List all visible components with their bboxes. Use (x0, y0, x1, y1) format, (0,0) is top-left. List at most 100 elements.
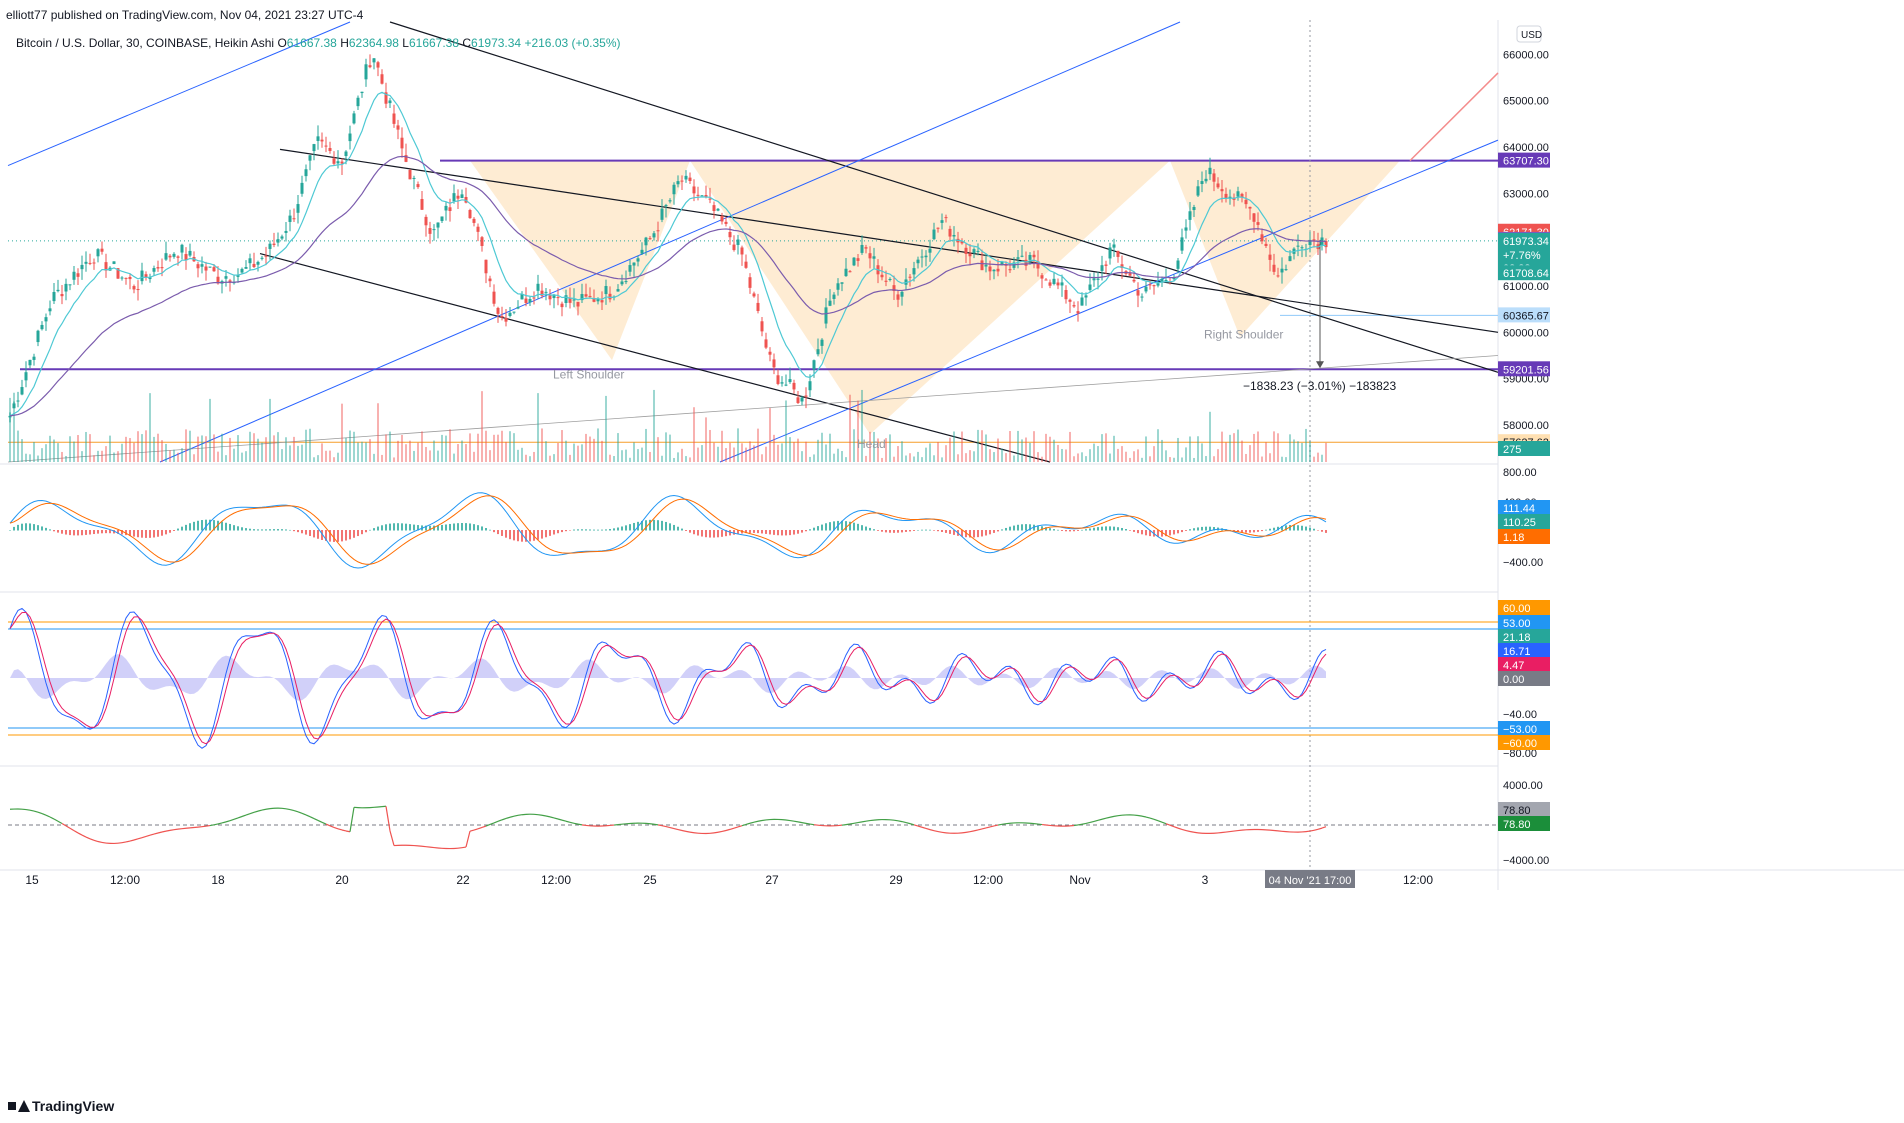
flow-line-segment (202, 826, 206, 827)
candle-body (501, 316, 504, 317)
macd-histogram-bar (305, 530, 307, 535)
volume-bar (649, 452, 651, 462)
macd-histogram-bar (865, 527, 867, 531)
candle-body (669, 200, 672, 201)
candle-body (769, 352, 772, 355)
macd-histogram-bar (789, 530, 791, 535)
volume-bar (805, 442, 807, 462)
macd-histogram-bar (713, 530, 715, 538)
macd-histogram-bar (545, 530, 547, 537)
flow-line-segment (654, 824, 658, 825)
candle-body (1053, 279, 1056, 284)
macd-histogram-bar (793, 530, 795, 535)
volume-bar (205, 436, 207, 462)
macd-histogram-bar (1201, 527, 1203, 531)
volume-bar (913, 456, 915, 462)
macd-histogram-bar (1273, 528, 1275, 531)
candle-body (925, 256, 928, 258)
macd-histogram-bar (761, 530, 763, 533)
candle-body (717, 209, 720, 211)
candle-body (389, 100, 392, 103)
volume-bar (581, 444, 583, 462)
flow-line-segment (850, 823, 854, 824)
tradingview-brand[interactable]: TradingView (8, 1098, 114, 1114)
candle-body (481, 237, 484, 246)
volume-bar (221, 434, 223, 462)
volume-bar (681, 449, 683, 462)
volume-bar (1313, 457, 1315, 462)
candle-body (489, 279, 492, 282)
macd-histogram-bar (937, 530, 939, 531)
volume-bar (117, 451, 119, 462)
candle-body (425, 217, 428, 225)
flow-line-segment (538, 815, 542, 816)
macd-histogram-bar (1077, 530, 1079, 531)
macd-histogram-bar (589, 529, 591, 530)
volume-bar (381, 455, 383, 462)
macd-histogram-bar (549, 530, 551, 536)
candle-body (861, 245, 864, 253)
macd-tick-label: 800.00 (1503, 467, 1537, 479)
volume-bar (585, 434, 587, 462)
volume-bar (1045, 434, 1047, 462)
flow-line-segment (542, 815, 546, 816)
volume-bar (897, 446, 899, 462)
volume-bar (489, 450, 491, 462)
candle-body (601, 300, 604, 302)
volume-bar (525, 455, 527, 462)
volume-bar (85, 432, 87, 462)
candle-body (949, 229, 952, 237)
volume-bar (1157, 429, 1159, 462)
candle-body (337, 161, 340, 163)
macd-histogram-bar (357, 530, 359, 536)
macd-histogram-bar (889, 530, 891, 533)
volume-bar (229, 438, 231, 462)
macd-histogram-bar (501, 530, 503, 536)
macd-histogram-bar (885, 530, 887, 532)
volume-bar (673, 458, 675, 462)
macd-histogram-bar (1141, 530, 1143, 534)
candle-body (381, 74, 384, 83)
candle-body (545, 292, 548, 293)
macd-histogram-bar (141, 530, 143, 538)
volume-bar (553, 454, 555, 462)
macd-histogram-bar (385, 524, 387, 530)
candle-body (429, 228, 432, 234)
macd-histogram-bar (1325, 530, 1327, 533)
volume-bar (65, 456, 67, 462)
volume-bar (573, 444, 575, 462)
macd-histogram-bar (561, 530, 563, 532)
candle-body (673, 185, 676, 194)
volume-bar (493, 435, 495, 462)
macd-histogram-bar (409, 524, 411, 530)
macd-histogram-bar (1185, 530, 1187, 531)
macd-histogram-bar (1301, 526, 1303, 531)
flow-line-segment (846, 824, 850, 825)
candle-body (1273, 265, 1276, 272)
candle-body (609, 294, 612, 300)
volume-bar (813, 454, 815, 462)
flow-line-segment (806, 823, 810, 824)
candle-body (1057, 283, 1060, 286)
macd-histogram-bar (973, 530, 975, 537)
volume-bar (201, 435, 203, 462)
volume-bar (133, 443, 135, 462)
macd-histogram-bar (381, 525, 383, 530)
macd-histogram-bar (829, 522, 831, 530)
macd-histogram-bar (481, 526, 483, 530)
macd-histogram-bar (933, 530, 935, 531)
candle-body (273, 244, 276, 245)
macd-histogram-bar (353, 530, 355, 538)
macd-histogram-bar (1097, 527, 1099, 530)
volume-bar (385, 434, 387, 462)
candle-body (21, 387, 24, 394)
candle-body (97, 249, 100, 256)
candle-body (33, 357, 36, 360)
candle-body (889, 279, 892, 280)
candle-body (1221, 189, 1224, 191)
volume-bar (969, 450, 971, 462)
candle-body (493, 292, 496, 304)
macd-histogram-bar (581, 529, 583, 530)
